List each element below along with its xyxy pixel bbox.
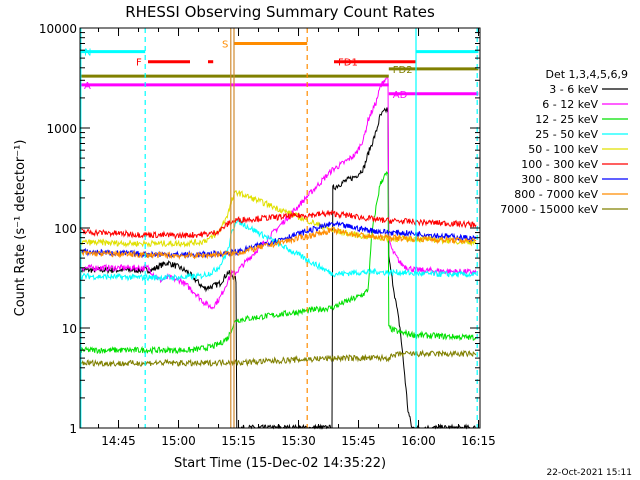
y-tick-label: 10 — [62, 322, 77, 336]
x-tick-label: 16:00 — [401, 434, 436, 448]
legend-entry: 6 - 12 keV — [542, 98, 598, 111]
status-bar-label: F — [136, 58, 142, 69]
legend-entry: 12 - 25 keV — [535, 113, 598, 126]
y-axis-label: Count Rate (s⁻¹ detector⁻¹) — [13, 140, 28, 317]
x-tick-label: 15:30 — [281, 434, 316, 448]
y-tick-label: 1000 — [46, 122, 77, 136]
series-line — [79, 170, 477, 355]
x-axis-label: Start Time (15-Dec-02 14:35:22) — [174, 456, 386, 471]
x-tick-label: 15:00 — [161, 434, 196, 448]
legend-entry: 50 - 100 keV — [528, 143, 598, 156]
status-bar-label: FD1 — [338, 58, 358, 69]
series-line — [79, 75, 477, 310]
status-bar-label: S — [222, 39, 228, 50]
legend-entry: 100 - 300 keV — [521, 158, 598, 171]
series-line — [79, 227, 477, 260]
footer-date: 22-Oct-2021 15:11 — [547, 468, 632, 478]
legend-entry: 7000 - 15000 keV — [500, 203, 598, 216]
series-line — [79, 349, 477, 368]
x-tick-label: 16:15 — [461, 434, 496, 448]
plot-frame — [79, 27, 481, 429]
status-bar-label: N — [84, 48, 91, 59]
legend-entry: 3 - 6 keV — [549, 83, 598, 96]
x-tick-label: 15:45 — [341, 434, 376, 448]
y-tick-label: 1 — [69, 422, 77, 436]
status-bar-label: AD — [393, 90, 408, 101]
legend-title: Det 1,3,4,5,6,9 — [545, 68, 628, 81]
x-tick-label: 14:45 — [101, 434, 136, 448]
legend-entry: 800 - 7000 keV — [514, 188, 598, 201]
legend-entry: 25 - 50 keV — [535, 128, 598, 141]
chart-title: RHESSI Observing Summary Count Rates — [125, 3, 435, 21]
x-tick-label: 15:15 — [221, 434, 256, 448]
status-bar-label: FD2 — [393, 65, 413, 76]
y-tick-label: 10000 — [39, 22, 77, 36]
status-bar-label: A — [84, 81, 91, 92]
legend-entry: 300 - 800 keV — [521, 173, 598, 186]
series-line — [79, 209, 477, 240]
y-tick-label: 100 — [54, 222, 77, 236]
